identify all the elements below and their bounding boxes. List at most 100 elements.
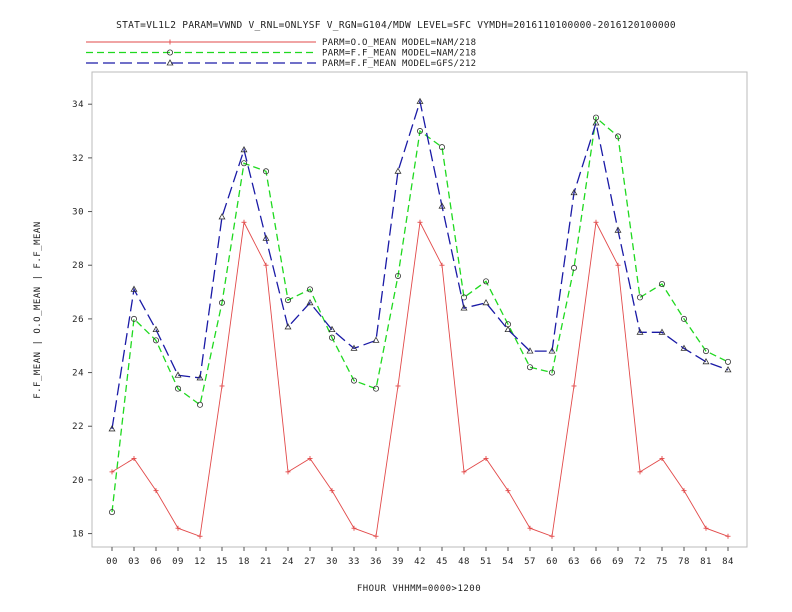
data-point [372, 336, 380, 343]
data-point [196, 401, 203, 408]
data-point [461, 469, 467, 475]
data-point [306, 298, 314, 306]
chart-title: STAT=VL1L2 PARAM=VWND V_RNL=ONLYSF V_RGN… [116, 20, 676, 31]
data-point [284, 297, 291, 304]
x-tick-label: 27 [304, 557, 316, 567]
legend: PARM=O.O_MEAN MODEL=NAM/218PARM=F.F_MEAN… [86, 38, 476, 69]
x-tick-label: 42 [414, 557, 426, 567]
data-point [350, 344, 358, 351]
x-tick-label: 66 [590, 557, 602, 567]
data-point [197, 533, 203, 539]
x-tick-label: 54 [502, 557, 514, 567]
data-point [460, 304, 468, 311]
data-point [703, 348, 710, 355]
x-tick-label: 36 [370, 557, 382, 567]
data-point [284, 323, 292, 330]
plot-frame [91, 71, 748, 548]
data-point [680, 344, 688, 351]
data-point [131, 455, 137, 461]
data-point [571, 383, 577, 389]
data-point [725, 533, 731, 539]
legend-item: PARM=F.F_MEAN MODEL=GFS/212 [86, 59, 476, 69]
data-point [658, 328, 666, 335]
data-point [571, 264, 578, 271]
y-tick-label: 18 [72, 530, 84, 540]
x-axis-label: FHOUR VHHMM=0000>1200 [357, 584, 481, 594]
data-point [724, 366, 732, 373]
data-point [263, 262, 269, 268]
y-tick-label: 24 [72, 369, 84, 379]
series-2 [109, 114, 732, 516]
data-point [702, 358, 710, 365]
data-point [482, 278, 489, 285]
data-point [373, 533, 379, 539]
data-point [175, 525, 181, 531]
x-tick-label: 18 [238, 557, 250, 567]
data-point [614, 226, 622, 233]
x-tick-label: 78 [678, 557, 690, 567]
x-tick-label: 33 [348, 557, 360, 567]
data-point [285, 469, 291, 475]
data-point [130, 315, 137, 322]
data-point [659, 455, 665, 461]
x-tick-label: 06 [150, 557, 162, 567]
y-axis: 18 20 22 24 26 28 30 32 34 [72, 100, 92, 540]
y-axis-label: F.F_MEAN | O.O_MEAN | F.F_MEAN [33, 221, 43, 399]
series-layer [108, 97, 732, 539]
x-tick-label: 12 [194, 557, 206, 567]
x-tick-label: 72 [634, 557, 646, 567]
data-point [240, 160, 247, 167]
data-point [218, 299, 225, 306]
series-line [111, 98, 729, 430]
x-tick-label: 84 [722, 557, 734, 567]
x-tick-label: 00 [106, 557, 118, 567]
data-point [460, 294, 467, 301]
x-axis: 00 03 06 09 12 15 18 21 24 27 30 33 36 39 42 45 48 51 54 57… [106, 547, 734, 567]
data-point [174, 371, 182, 378]
data-point [482, 298, 490, 306]
data-point [505, 488, 511, 494]
data-point [395, 383, 401, 389]
legend-marker [166, 59, 174, 66]
data-point [659, 281, 666, 288]
y-tick-label: 22 [72, 422, 84, 432]
data-point [439, 262, 445, 268]
data-point [109, 469, 115, 475]
data-point [262, 168, 269, 175]
x-tick-label: 24 [282, 557, 294, 567]
x-tick-label: 75 [656, 557, 668, 567]
data-point [174, 385, 181, 392]
x-tick-label: 09 [172, 557, 184, 567]
data-point [109, 509, 116, 516]
x-tick-label: 48 [458, 557, 470, 567]
legend-label: PARM=F.F_MEAN MODEL=NAM/218 [322, 49, 476, 59]
data-point [153, 488, 159, 494]
data-point [527, 364, 534, 371]
data-point [570, 188, 578, 196]
data-point [637, 469, 643, 475]
data-point [417, 219, 423, 225]
data-point [350, 377, 357, 384]
data-point [592, 119, 600, 126]
y-tick-label: 30 [72, 208, 84, 218]
data-point [416, 97, 424, 104]
x-tick-label: 63 [568, 557, 580, 567]
data-point [219, 383, 225, 389]
series-1 [109, 219, 731, 539]
x-tick-label: 60 [546, 557, 558, 567]
data-point [703, 525, 709, 531]
x-tick-label: 21 [260, 557, 272, 567]
data-point [615, 262, 621, 268]
y-tick-label: 26 [72, 315, 84, 325]
data-point [262, 234, 270, 241]
legend-item: PARM=O.O_MEAN MODEL=NAM/218 [86, 38, 476, 48]
data-point [637, 294, 644, 301]
data-point [152, 337, 159, 344]
x-tick-label: 45 [436, 557, 448, 567]
data-point [483, 455, 489, 461]
data-point [351, 525, 357, 531]
data-point [394, 272, 401, 279]
y-tick-label: 34 [72, 100, 84, 110]
data-point [328, 334, 335, 341]
